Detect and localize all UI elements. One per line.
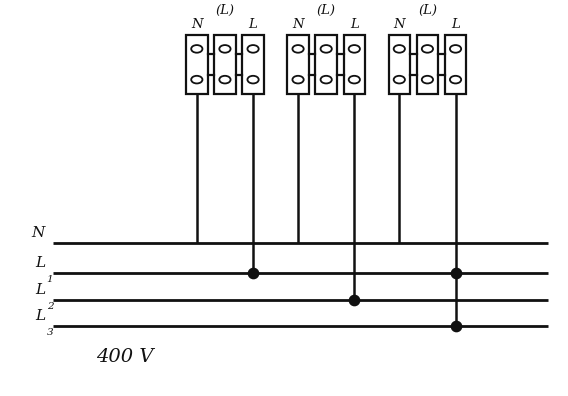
Text: L: L [35,256,45,270]
Bar [315,35,337,94]
Point [249,270,258,276]
Bar [445,35,466,94]
Circle shape [320,45,332,53]
Bar [417,35,438,94]
Circle shape [422,76,433,84]
Text: L: L [350,18,358,31]
Bar [344,35,365,94]
Circle shape [422,45,433,53]
Text: L: L [249,18,257,31]
Circle shape [320,76,332,84]
Text: L: L [35,283,45,297]
Bar [243,35,264,94]
Text: 1: 1 [47,275,53,284]
Text: L: L [451,18,460,31]
Point [350,297,359,303]
Circle shape [219,45,231,53]
Text: 400 V: 400 V [95,348,153,366]
Circle shape [450,45,461,53]
Circle shape [394,76,405,84]
Circle shape [349,76,360,84]
Text: N: N [191,18,203,31]
Point [451,323,460,329]
Text: (L): (L) [418,4,437,17]
Bar [287,35,309,94]
Circle shape [349,45,360,53]
Text: (L): (L) [215,4,235,17]
Text: N: N [293,18,304,31]
Bar [214,35,236,94]
Circle shape [248,45,258,53]
Point [451,270,460,276]
Text: (L): (L) [317,4,336,17]
Bar [186,35,207,94]
Circle shape [450,76,461,84]
Text: 3: 3 [47,328,53,337]
Text: L: L [35,309,45,324]
Circle shape [293,45,304,53]
Circle shape [394,45,405,53]
Circle shape [219,76,231,84]
Circle shape [191,76,202,84]
Circle shape [248,76,258,84]
Circle shape [191,45,202,53]
Text: N: N [32,225,45,240]
Circle shape [293,76,304,84]
Bar [389,35,410,94]
Text: N: N [394,18,405,31]
Text: 2: 2 [47,302,53,311]
